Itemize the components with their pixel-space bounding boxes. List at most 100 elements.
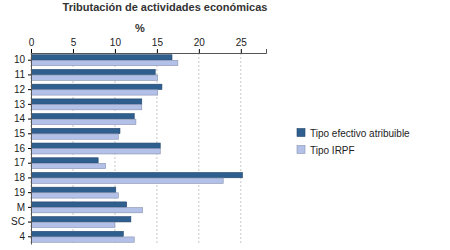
bar — [31, 193, 118, 198]
legend-label: Tipo efectivo atribuible — [310, 128, 410, 139]
bar — [31, 163, 106, 168]
axis-line — [31, 54, 32, 245]
tick: 19 — [14, 187, 31, 198]
tick-label: 10 — [14, 54, 26, 65]
tick: 25 — [236, 37, 248, 53]
tick: 20 — [194, 37, 206, 53]
bar — [31, 158, 98, 163]
tick: 0 — [29, 37, 35, 53]
title: Tributación de actividades económicas — [63, 1, 268, 13]
tick: 13 — [14, 99, 31, 110]
bar — [31, 187, 116, 192]
bar — [31, 149, 160, 154]
y-axis: 10 11 12 13 14 15 16 17 18 19 M SC 4 — [11, 54, 31, 245]
tick-label: 13 — [14, 99, 26, 110]
x-axis: 0 5 10 15 20 25 — [29, 37, 267, 54]
tick-mark — [73, 49, 74, 53]
bar — [31, 60, 178, 65]
tick-mark — [28, 207, 31, 208]
tick-mark — [241, 49, 242, 53]
tick: 15 — [14, 128, 31, 139]
bar — [31, 172, 243, 177]
axis-line — [32, 49, 267, 54]
legend: Tipo efectivo atribuible Tipo IRPF — [297, 128, 410, 156]
tick: SC — [11, 216, 31, 227]
tick-mark — [31, 49, 32, 53]
tick-mark — [115, 49, 116, 53]
tick-mark — [28, 133, 31, 134]
tick: 10 — [110, 37, 122, 53]
tick-label: 17 — [14, 157, 26, 168]
bar — [31, 128, 120, 133]
bar — [31, 114, 134, 119]
tick-mark — [28, 177, 31, 178]
tick-label: 10 — [110, 37, 122, 48]
tick-label: 0 — [29, 37, 35, 48]
tick-label: 16 — [14, 143, 26, 154]
tick-mark — [157, 49, 158, 53]
tick-mark — [28, 89, 31, 90]
bar — [31, 222, 115, 227]
plot: 0 5 10 15 20 25 10 11 12 13 14 15 16 17 18 19 M SC 4 — [11, 37, 266, 245]
bar — [31, 99, 142, 104]
tick-mark — [28, 60, 31, 61]
tick: 12 — [14, 84, 31, 95]
bar — [31, 202, 127, 207]
legend-swatch — [297, 129, 305, 137]
tick: 4 — [19, 231, 31, 242]
bars — [31, 55, 243, 242]
tick-label: 25 — [236, 37, 248, 48]
bar — [31, 104, 142, 109]
tick-label: 4 — [19, 231, 25, 242]
tick-label: 15 — [14, 128, 26, 139]
tick-label: M — [17, 202, 25, 213]
bar — [31, 143, 160, 148]
tick: 18 — [14, 172, 31, 183]
tick-mark — [28, 74, 31, 75]
tick-label: 15 — [152, 37, 164, 48]
tick: 16 — [14, 143, 31, 154]
tick-mark — [199, 49, 200, 53]
bar — [31, 237, 134, 242]
grid-line — [198, 53, 199, 244]
bar — [31, 119, 136, 124]
bar — [31, 217, 131, 222]
tick-mark — [28, 119, 31, 120]
chart: 0 5 10 15 20 25 10 11 12 13 14 15 16 17 18 19 M SC 4 Tribut… — [0, 0, 450, 250]
tick-mark — [28, 163, 31, 164]
tick-label: 12 — [14, 84, 26, 95]
tick-label: 20 — [194, 37, 206, 48]
tick-mark — [28, 148, 31, 149]
tick: 11 — [15, 69, 31, 80]
bar — [31, 90, 158, 95]
bar — [31, 231, 123, 236]
tick-label: 18 — [14, 172, 26, 183]
bar — [31, 84, 162, 89]
tick: 10 — [14, 54, 31, 65]
grid — [31, 53, 241, 244]
legend-label: Tipo IRPF — [310, 145, 355, 156]
bar — [31, 75, 158, 80]
tick-label: 19 — [14, 187, 26, 198]
bar — [31, 134, 118, 139]
tick-label: 5 — [71, 37, 77, 48]
legend-swatch — [297, 146, 305, 154]
tick: 17 — [14, 157, 31, 168]
tick: 14 — [14, 113, 31, 124]
axis-title: % — [135, 22, 145, 34]
tick: M — [17, 202, 31, 213]
legend-item: Tipo IRPF — [297, 145, 355, 156]
tick: 5 — [71, 37, 77, 53]
tick-mark — [28, 192, 31, 193]
tick-label: 11 — [15, 69, 26, 80]
bar — [31, 55, 172, 60]
tick-label: SC — [11, 216, 25, 227]
tick-mark — [28, 104, 31, 105]
bar — [31, 178, 223, 183]
bar — [31, 69, 155, 74]
bar — [31, 207, 143, 212]
grid-line — [240, 53, 241, 244]
tick: 15 — [152, 37, 164, 53]
tick-mark — [28, 222, 31, 223]
legend-item: Tipo efectivo atribuible — [297, 128, 410, 139]
